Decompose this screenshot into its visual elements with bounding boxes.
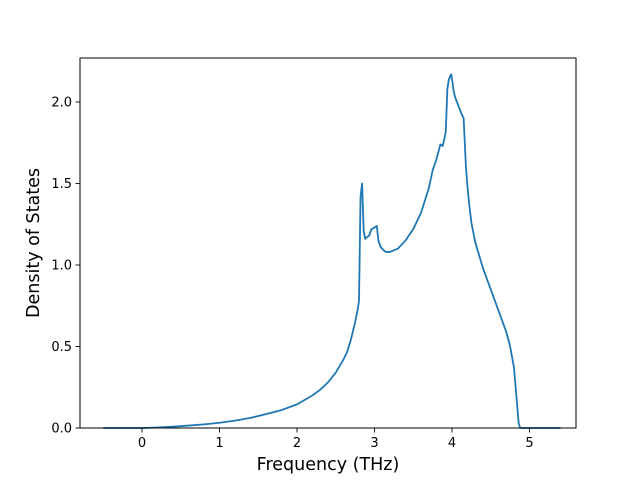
x-tick-label: 3	[370, 436, 378, 451]
ticks-layer: 0 1 2 3 4 5 0.0 0.5 1.0 1.5 2.0	[51, 96, 533, 451]
x-tick-label: 4	[448, 436, 456, 451]
dos-series-line-0	[103, 73, 561, 429]
series-layer	[103, 73, 561, 429]
x-tick-label: 0	[138, 436, 146, 451]
x-tick-label: 5	[525, 436, 533, 451]
axes-frame	[79, 57, 577, 429]
y-tick-label: 0.5	[51, 340, 72, 355]
plot-area	[80, 58, 576, 428]
y-tick-label: 1.5	[51, 177, 72, 192]
y-axis-title: Density of States	[24, 168, 44, 318]
x-tick-label: 2	[293, 436, 301, 451]
y-tick-label: 0.0	[51, 422, 72, 437]
x-axis-title: Frequency (THz)	[257, 455, 400, 475]
y-tick-label: 2.0	[51, 96, 72, 111]
x-tick-label: 1	[215, 436, 223, 451]
y-tick-label: 1.0	[51, 259, 72, 274]
